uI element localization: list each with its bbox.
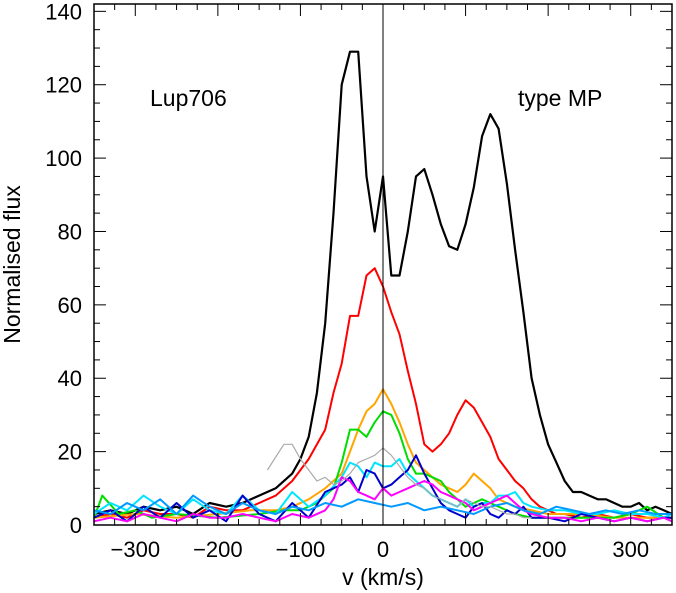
x-tick-label: −100 — [276, 537, 326, 562]
profile-type-label: type MP — [518, 85, 602, 111]
axis-ticks — [93, 4, 673, 526]
x-tick-label: 300 — [612, 537, 649, 562]
series-layer — [93, 50, 673, 523]
series-line-0 — [93, 50, 673, 516]
y-tick-label: 20 — [58, 440, 82, 465]
y-tick-label: 0 — [70, 513, 82, 538]
y-tick-label: 40 — [58, 366, 82, 391]
series-line-8 — [266, 443, 532, 519]
y-tick-label: 100 — [45, 146, 82, 171]
y-tick-label: 80 — [58, 219, 82, 244]
x-tick-label: 0 — [377, 537, 389, 562]
x-axis-label: v (km/s) — [342, 564, 424, 590]
tick-labels: −300 −200 −100 0 100 200 300 0 20 40 60 80 100 120 140 — [45, 0, 649, 562]
x-tick-label: −200 — [193, 537, 243, 562]
x-tick-label: −300 — [111, 537, 161, 562]
x-tick-label: 100 — [447, 537, 484, 562]
y-tick-label: 120 — [45, 73, 82, 98]
y-tick-label: 60 — [58, 293, 82, 318]
y-axis-label: Normalised flux — [0, 185, 25, 344]
x-tick-label: 200 — [530, 537, 567, 562]
y-tick-label: 140 — [45, 0, 82, 24]
object-name-label: Lup706 — [150, 85, 227, 111]
